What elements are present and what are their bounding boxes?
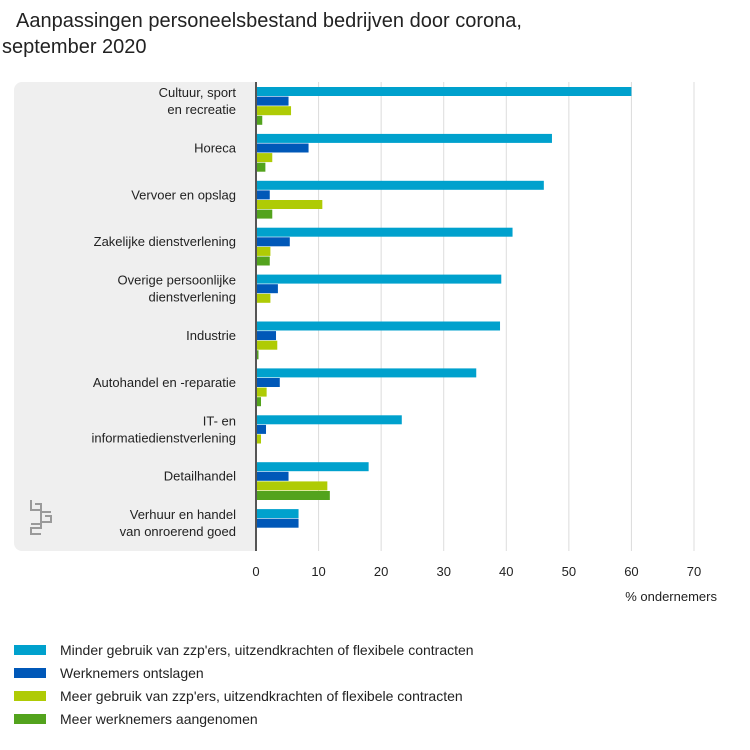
x-tick-label: 70: [687, 564, 701, 579]
x-tick-label: 50: [562, 564, 576, 579]
x-tick-label: 40: [499, 564, 513, 579]
bar: [256, 115, 263, 125]
legend-label: Meer werknemers aangenomen: [60, 710, 258, 727]
bar: [256, 471, 289, 481]
x-tick-label: 30: [436, 564, 450, 579]
bar: [256, 274, 502, 284]
legend-swatch: [14, 644, 46, 655]
bar: [256, 106, 292, 116]
bar: [256, 434, 262, 444]
legend-item: Minder gebruik van zzp'ers, uitzendkrach…: [14, 638, 734, 661]
bar: [256, 518, 299, 528]
bar: [256, 246, 271, 256]
bar: [256, 209, 273, 219]
legend-swatch: [14, 713, 46, 724]
category-panel: [14, 82, 255, 551]
category-label: Horeca: [194, 140, 237, 155]
legend-item: Meer gebruik van zzp'ers, uitzendkrachte…: [14, 684, 734, 707]
category-label: Zakelijke dienstverlening: [94, 234, 236, 249]
category-label: van onroerend goed: [120, 524, 236, 539]
category-label: informatiedienstverlening: [91, 430, 236, 445]
bar-chart: Cultuur, sport en recreatie Horeca Vervoer …: [91, 82, 717, 604]
bar: [256, 256, 270, 266]
legend-label: Werknemers ontslagen: [60, 664, 204, 681]
bar: [256, 87, 632, 96]
category-label: Vervoer en opslag: [131, 187, 236, 202]
bar: [256, 180, 544, 190]
chart-legend: Minder gebruik van zzp'ers, uitzendkrach…: [14, 638, 734, 730]
bar: [256, 143, 309, 153]
bar: [256, 200, 323, 209]
bar: [256, 190, 270, 200]
x-tick-label: 10: [311, 564, 325, 579]
bar: [256, 462, 369, 472]
bar: [256, 397, 262, 407]
x-tick-label: 0: [252, 564, 259, 579]
legend-item: Meer werknemers aangenomen: [14, 707, 734, 730]
legend-label: Minder gebruik van zzp'ers, uitzendkrach…: [60, 641, 474, 658]
category-label: IT- en: [203, 413, 236, 428]
bar: [256, 481, 328, 491]
legend-label: Meer gebruik van zzp'ers, uitzendkrachte…: [60, 687, 463, 704]
bar: [256, 284, 278, 294]
bar: [256, 293, 271, 303]
chart-title: Aanpassingen personeelsbestand bedrijven…: [0, 8, 740, 60]
bar: [256, 96, 289, 106]
chart-title-line1: Aanpassingen personeelsbestand bedrijven…: [16, 10, 522, 32]
bar: [256, 387, 267, 397]
x-tick-label: 20: [374, 564, 388, 579]
legend-item: Werknemers ontslagen: [14, 661, 734, 684]
bar: [256, 153, 273, 163]
bar: [256, 321, 501, 331]
legend-swatch: [14, 690, 46, 701]
bar: [256, 350, 259, 360]
category-label: Overige persoonlijke: [117, 273, 236, 288]
chart-title-line2: september 2020: [2, 36, 147, 58]
category-label: en recreatie: [167, 102, 236, 117]
category-label: dienstverlening: [149, 290, 236, 305]
bar: [256, 133, 552, 143]
bar: [256, 331, 277, 341]
bar: [256, 227, 513, 237]
bar: [256, 491, 330, 500]
bar: [256, 340, 278, 350]
bar: [256, 162, 266, 172]
legend-swatch: [14, 667, 46, 678]
category-label: Cultuur, sport: [159, 85, 237, 100]
bar: [256, 424, 267, 434]
cbs-logo-icon: [30, 500, 52, 535]
category-label: Detailhandel: [164, 469, 236, 484]
bar: [256, 509, 299, 519]
x-axis-label: % ondernemers: [625, 589, 717, 604]
category-label: Autohandel en -reparatie: [93, 375, 236, 390]
bar: [256, 378, 280, 387]
bar: [256, 415, 402, 425]
category-label: Industrie: [186, 328, 236, 343]
bar: [256, 368, 477, 378]
category-label: Verhuur en handel: [130, 507, 236, 522]
bar: [256, 237, 290, 247]
x-tick-label: 60: [624, 564, 638, 579]
